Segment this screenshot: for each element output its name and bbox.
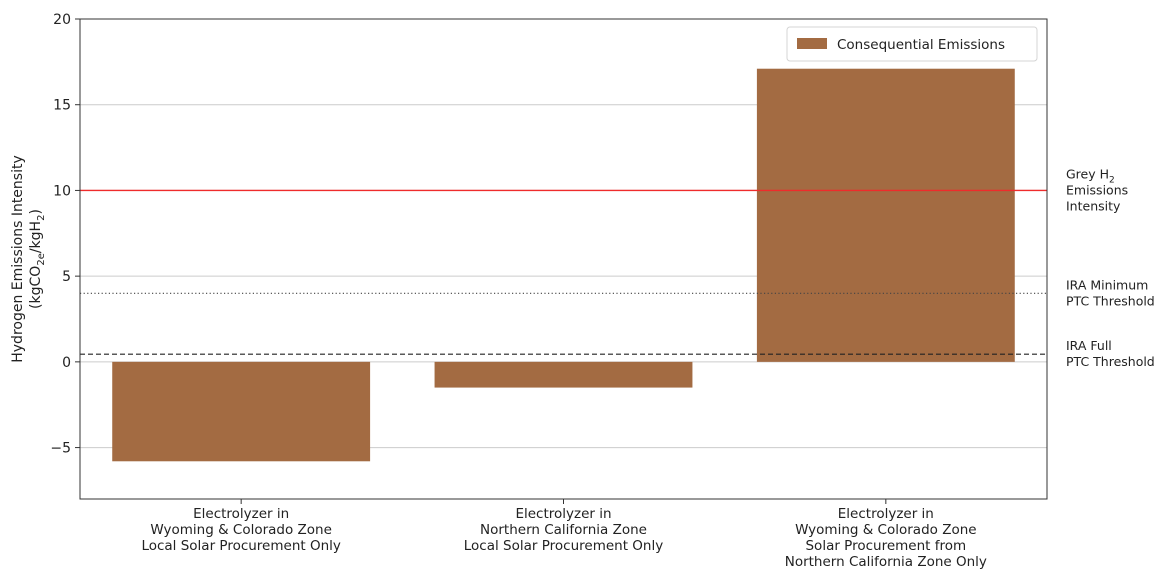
y-axis-label-line1: Hydrogen Emissions Intensity [10, 155, 26, 363]
y-tick-label: 0 [62, 355, 71, 371]
legend-label: Consequential Emissions [837, 37, 1005, 53]
x-category-label: Electrolyzer in Wyoming & Colorado Zone So… [785, 506, 987, 570]
reference-lines [80, 189, 1047, 355]
y-tick-label: 20 [53, 12, 71, 28]
y-tick-label: 15 [53, 98, 71, 114]
x-category-label: Electrolyzer in Northern California Zone L… [464, 506, 663, 554]
y-tick-label: 10 [53, 183, 71, 199]
y-axis-label-line2: (kgCO2e/kgH2) [28, 209, 47, 309]
bar [756, 68, 1015, 362]
y-tick-label: −5 [50, 441, 71, 457]
bar [434, 361, 693, 388]
reference-line-label: IRA Minimum PTC Threshold [1066, 277, 1155, 308]
y-axis-ticks: −5 0 5 10 15 20 [50, 12, 80, 457]
y-tick-label: 5 [62, 269, 71, 285]
bar [112, 361, 371, 462]
x-category-label: Electrolyzer in Wyoming & Colorado Zone Lo… [141, 506, 340, 554]
x-axis-category-labels: Electrolyzer in Wyoming & Colorado Zone Lo… [141, 499, 987, 570]
legend-swatch [797, 38, 827, 49]
y-axis-label: Hydrogen Emissions Intensity (kgCO2e/kgH2… [10, 155, 47, 363]
legend-box [786, 26, 1038, 62]
legend: Consequential Emissions [786, 26, 1038, 62]
bars [112, 68, 1015, 462]
reference-line-label: IRA Full PTC Threshold [1066, 338, 1155, 369]
